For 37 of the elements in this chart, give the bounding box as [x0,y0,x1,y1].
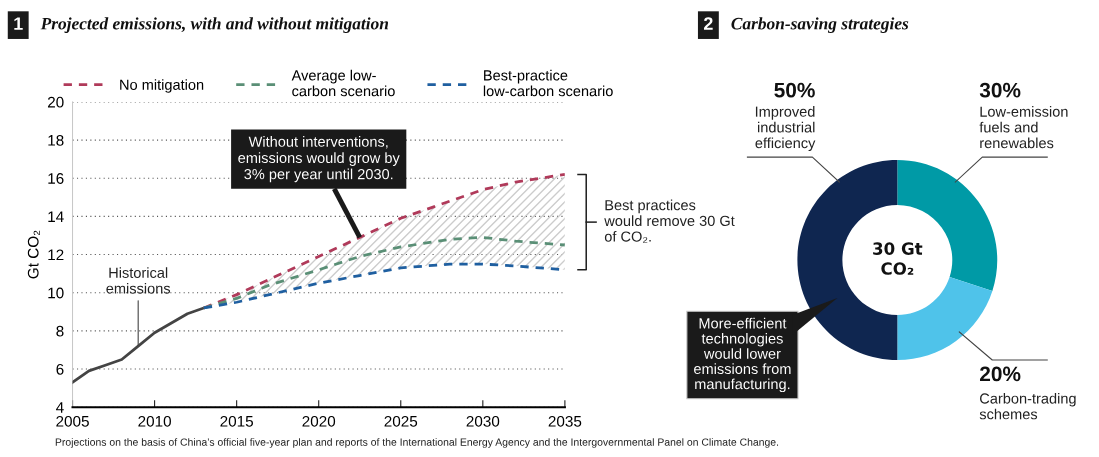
slice-label: Improved industrial efficiency [755,106,816,152]
data-label: 50% [774,82,815,98]
legend-label: Best-practice low-carbon scenario [483,69,613,97]
text: More-efficient technologies would lower emissions from manufacturing. [694,317,791,393]
slice-label: Low-emission fuels and renewables [979,106,1068,149]
donut-slice [897,277,993,360]
y-axis-title: Gt CO₂ [27,230,40,279]
chart-title: Projected emissions, with and without mitigation [40,17,389,34]
y-tick-label: 18 [48,134,64,146]
y-tick-label: 12 [48,249,64,261]
data-label: 20% [980,366,1021,382]
text: 30 Gt CO₂ [873,242,923,275]
y-tick-label: 10 [48,287,64,299]
y-tick-label: 4 [56,402,64,413]
legend-label: No mitigation [120,79,204,93]
y-tick-label: 8 [56,325,64,337]
y-tick-label: 6 [56,363,64,375]
text: Best practices would remove 30 Gt of CO₂. [604,199,735,243]
x-tick-label: 2025 [384,415,418,427]
series-label: Historical emissions [106,267,171,294]
y-tick-label: 16 [48,173,64,184]
x-tick-label: 2035 [548,415,582,427]
text: Projections on the basis of China’s official five-year plan and reports of the International Energy Agency and the Intergovernmental Panel on Climate Change. [55,438,779,448]
slice-label: Carbon-trading schemes [979,392,1076,420]
x-tick-label: 2020 [302,415,336,427]
y-tick-label: 20 [47,96,64,108]
legend-label: Average low- carbon scenario [291,69,395,97]
x-tick-label: 2030 [466,415,500,427]
x-tick-label: 2010 [138,415,171,427]
chart-title: Carbon-saving strategies [731,17,909,34]
text: 2 [703,17,713,30]
data-label: 30% [979,82,1021,98]
x-tick-label: 2015 [220,415,254,427]
y-tick-label: 14 [48,211,64,222]
x-tick-label: 2005 [56,415,89,427]
text: 1 [14,17,23,30]
annotation: Without interventions, emissions would grow by 3% per year until 2030. [238,136,400,183]
